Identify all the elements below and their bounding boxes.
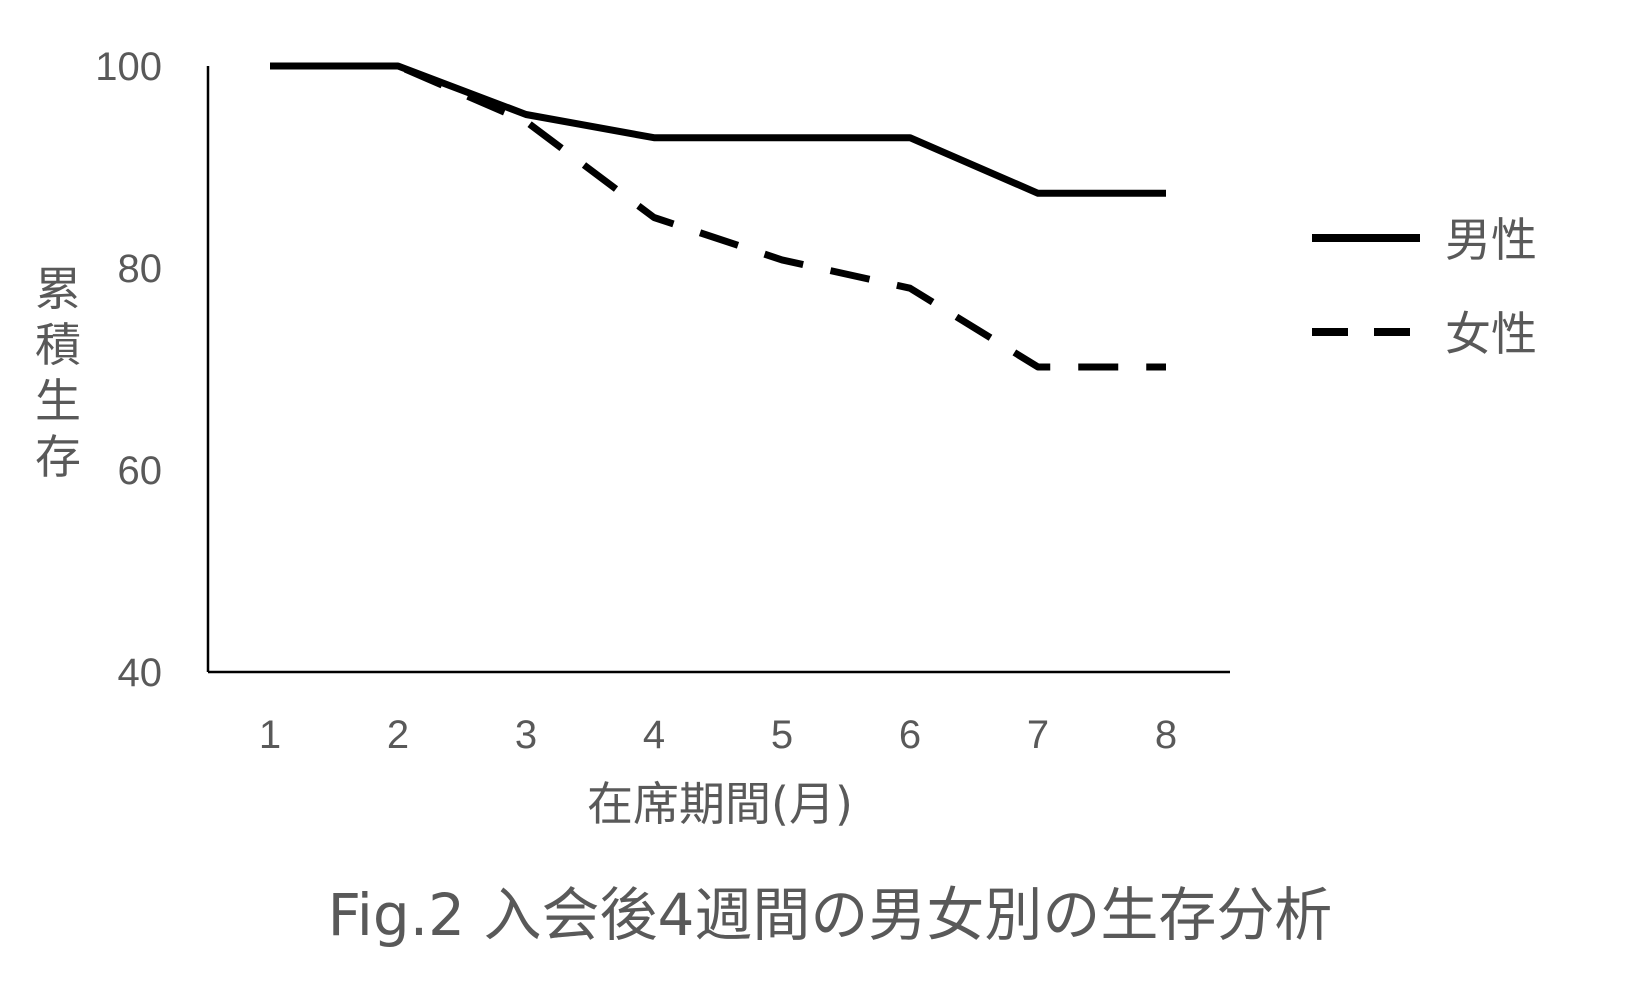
y-tick-label: 40 xyxy=(118,651,163,695)
legend-label: 女性 xyxy=(1445,307,1537,361)
chart-title: Fig.2 入会後4週間の男女別の生存分析 xyxy=(328,881,1333,949)
x-tick-label: 4 xyxy=(643,713,665,757)
series-line-1 xyxy=(270,62,1166,197)
y-tick-label: 100 xyxy=(95,45,162,89)
x-tick-label: 8 xyxy=(1155,713,1177,757)
x-tick-label: 2 xyxy=(387,713,409,757)
y-axis-label: 累積生存 xyxy=(35,262,81,484)
x-tick-label: 6 xyxy=(899,713,921,757)
x-tick-label: 5 xyxy=(771,713,793,757)
y-tick-label: 80 xyxy=(118,247,163,291)
legend-label: 男性 xyxy=(1445,213,1537,267)
series-line-2 xyxy=(270,62,1166,371)
x-tick-label: 3 xyxy=(515,713,537,757)
x-tick-label: 7 xyxy=(1027,713,1049,757)
x-tick-label: 1 xyxy=(259,713,281,757)
x-axis-label: 在席期間(月) xyxy=(587,777,853,831)
y-tick-label: 60 xyxy=(118,449,163,493)
